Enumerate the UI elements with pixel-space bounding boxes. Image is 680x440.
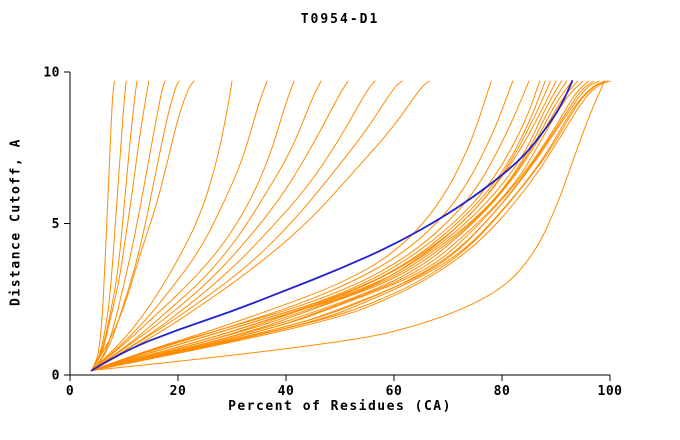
model-curve — [91, 80, 138, 371]
model-curve — [91, 80, 589, 371]
y-tick-label: 5 — [52, 217, 60, 232]
model-curve — [91, 80, 546, 371]
axes — [64, 71, 611, 381]
model-curve — [91, 80, 568, 371]
x-tick-label: 100 — [598, 384, 623, 399]
model-curve — [91, 80, 322, 371]
model-curve — [91, 80, 609, 371]
model-curve — [91, 80, 600, 371]
model-curve — [91, 80, 127, 371]
model-curve — [91, 80, 584, 371]
model-curve — [91, 80, 150, 371]
x-tick-label: 40 — [278, 384, 295, 399]
model-curve — [91, 80, 562, 371]
model-curve — [91, 80, 233, 371]
model-curve — [91, 80, 492, 371]
model-curve — [91, 80, 514, 371]
series-lines — [90, 80, 611, 372]
model-curve — [91, 80, 430, 371]
x-tick-label: 0 — [66, 384, 74, 399]
model-curve — [91, 80, 115, 371]
model-curve — [91, 80, 268, 371]
model-curve — [91, 80, 403, 371]
y-tick-label: 0 — [52, 369, 60, 384]
x-axis-label: Percent of Residues (CA) — [228, 399, 452, 414]
model-curve — [91, 80, 606, 371]
model-curve — [91, 80, 349, 371]
y-tick-label: 10 — [43, 66, 60, 81]
model-curve — [91, 80, 195, 371]
x-tick-label: 80 — [494, 384, 511, 399]
x-tick-label: 20 — [170, 384, 187, 399]
model-curve — [91, 80, 530, 371]
model-curve — [93, 80, 180, 371]
model-curve — [91, 80, 295, 371]
model-curve — [91, 80, 606, 371]
tick-labels: 0 20 40 60 80 100 0 5 10 — [43, 66, 622, 400]
model-curve — [91, 80, 595, 371]
x-tick-label: 60 — [386, 384, 403, 399]
highlighted-curve — [90, 80, 574, 372]
chart-title: T0954-D1 — [300, 12, 380, 27]
model-curve — [91, 80, 611, 371]
model-curve — [91, 80, 573, 371]
model-curve — [91, 80, 579, 371]
model-curve — [91, 80, 376, 371]
